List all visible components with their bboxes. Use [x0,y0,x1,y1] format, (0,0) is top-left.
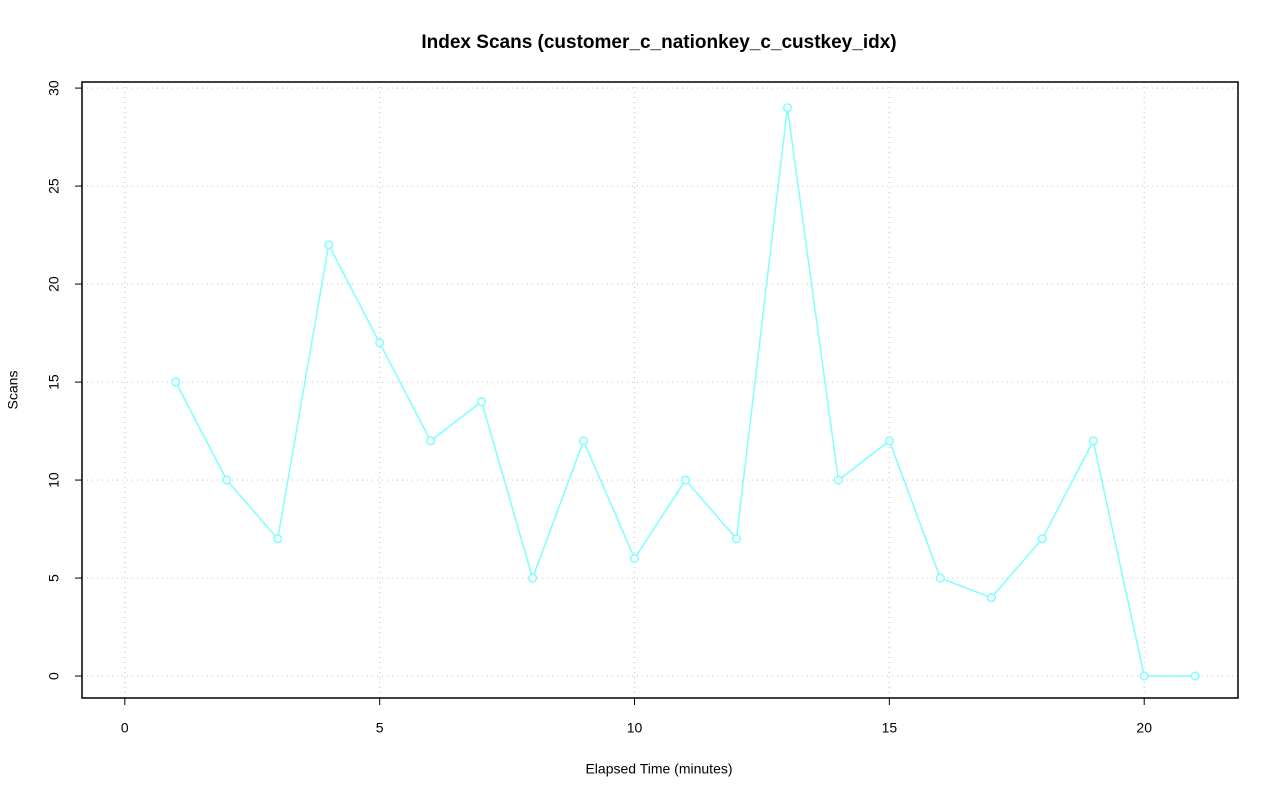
data-point [629,553,640,564]
data-point [1190,671,1200,681]
data-point [222,475,232,485]
x-tick-label: 20 [1136,720,1152,736]
data-point [935,573,945,583]
data-point [273,534,283,544]
y-axis-label: Scans [5,371,21,410]
data-point [731,534,742,544]
y-tick-label: 10 [46,472,62,488]
data-point [833,475,843,485]
data-point [884,436,894,446]
data-line [175,107,1196,677]
y-tick-label: 5 [46,574,62,582]
data-point [528,573,538,583]
y-tick-label: 20 [46,276,62,292]
data-point [1037,534,1047,544]
chart-title: Index Scans (customer_c_nationkey_c_cust… [421,32,896,53]
data-point [1088,436,1098,446]
x-tick-label: 10 [627,720,643,736]
data-point [1139,671,1149,681]
data-point [986,593,996,603]
data-point [782,103,792,113]
data-point [324,240,334,250]
plot-frame [81,81,1239,699]
y-tick-label: 0 [46,672,62,680]
y-tick-label: 30 [46,80,62,96]
data-point [426,436,436,446]
x-tick-label: 0 [121,720,129,736]
data-point [578,436,589,446]
x-tick-label: 15 [882,720,898,736]
y-tick-label: 25 [46,178,62,194]
data-point [171,377,181,387]
data-point [477,397,487,407]
x-axis-label: Elapsed Time (minutes) [585,761,732,777]
y-tick-label: 15 [46,374,62,390]
data-point [375,338,385,348]
x-tick-label: 5 [376,720,384,736]
data-point [680,475,691,485]
